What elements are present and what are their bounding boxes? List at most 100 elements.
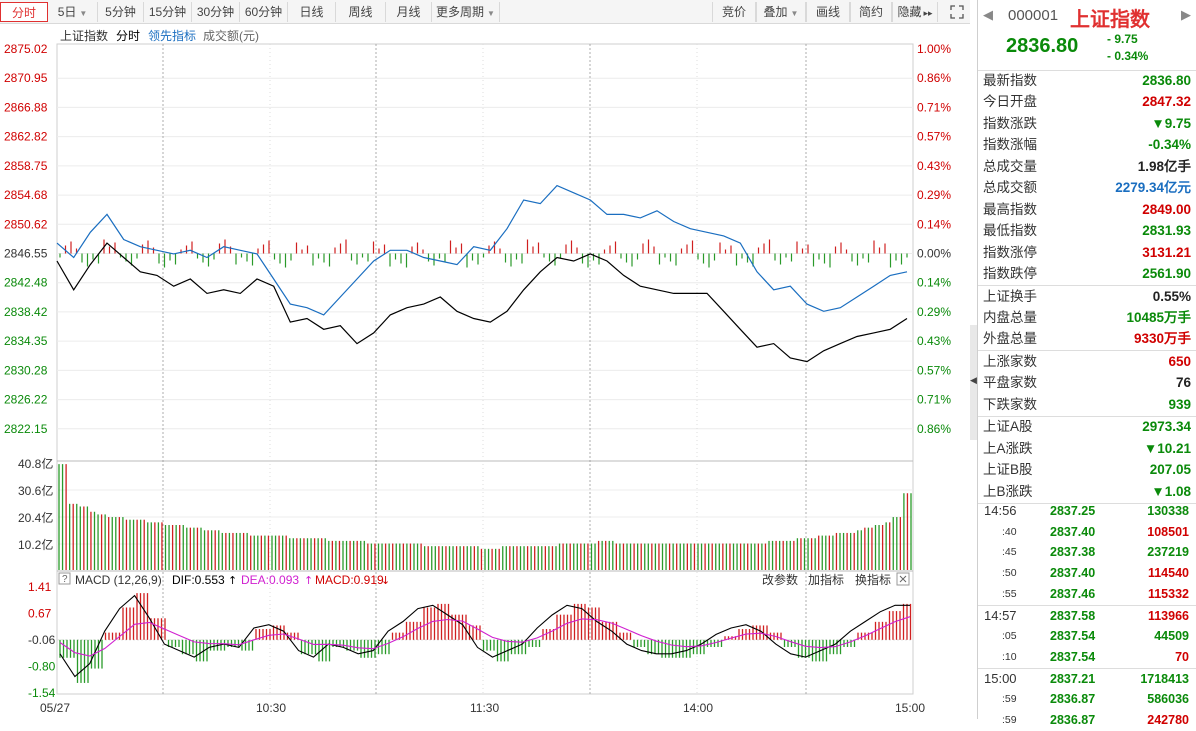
- macd-value: MACD:0.919: [315, 573, 384, 587]
- tool-button-label: 竞价: [721, 5, 746, 19]
- time-axis-label: 10:30: [256, 701, 286, 715]
- stat-label: 上证B股: [983, 462, 1033, 478]
- stat-label: 最新指数: [983, 73, 1037, 88]
- period-tab-1[interactable]: 5日 ▼: [48, 2, 98, 22]
- stat-label: 内盘总量: [983, 309, 1037, 325]
- stat-label: 指数涨跌: [983, 115, 1037, 131]
- price-tick-label: 2846.55: [4, 247, 48, 261]
- dif-up-arrow-icon: ↑: [228, 574, 237, 587]
- stat-value: 939: [1168, 396, 1191, 412]
- period-tab-7[interactable]: 周线: [336, 2, 386, 22]
- price-tick-label: 2850.62: [4, 217, 48, 231]
- tick-price: 2836.87: [1050, 692, 1096, 707]
- tick-row: :55 2837.46 115332: [978, 584, 1196, 605]
- tick-time: :59: [1002, 693, 1017, 706]
- divider: [978, 350, 1196, 352]
- price-tick-label: 2826.22: [4, 393, 48, 407]
- period-tab-5[interactable]: 60分钟: [240, 2, 288, 22]
- tick-row: :45 2837.38 237219: [978, 542, 1196, 563]
- intraday-chart[interactable]: 2875.02 1.00% 2870.95 0.86% 2866.88 0.71% 2862…: [0, 24, 970, 719]
- legend-fenshi: 分时: [116, 29, 140, 43]
- chart-area[interactable]: 2875.02 1.00% 2870.95 0.86% 2866.88 0.71% 2862…: [0, 24, 970, 719]
- period-tab-label: 30分钟: [196, 5, 235, 19]
- period-tab-9[interactable]: 更多周期 ▼: [432, 2, 500, 22]
- dropdown-caret-icon: ▼: [790, 9, 799, 18]
- price-tick-label: 2842.48: [4, 276, 48, 290]
- tool-button-0[interactable]: 竞价: [712, 2, 756, 22]
- tick-volume: 70: [1175, 649, 1189, 664]
- add-indicator-button[interactable]: 加指标: [808, 572, 844, 587]
- expand-icon: [950, 5, 964, 19]
- stat-row: 指数涨跌 ▼9.75: [978, 113, 1196, 134]
- dea-up-arrow-icon: ↑: [304, 574, 313, 587]
- volume-tick-label: 40.8亿: [18, 456, 53, 471]
- series-line-1: [56, 184, 908, 316]
- fullscreen-button[interactable]: [946, 2, 968, 22]
- tick-volume: 44509: [1154, 629, 1189, 644]
- period-tab-label: 日线: [299, 5, 324, 19]
- stat-label: 上证A股: [983, 419, 1033, 435]
- next-stock-arrow-icon[interactable]: ▶: [1181, 7, 1191, 22]
- period-tab-4[interactable]: 30分钟: [192, 2, 240, 22]
- pct-tick-label: 0.14%: [917, 276, 951, 290]
- stat-value: 0.55%: [1152, 288, 1191, 304]
- macd-tick-label: -0.80: [28, 659, 56, 673]
- stock-name: 上证指数: [1070, 9, 1150, 31]
- stat-value: 9330万手: [1133, 331, 1191, 347]
- macd-tick-label: -1.54: [28, 686, 56, 700]
- tool-button-label: 隐藏: [897, 5, 922, 19]
- macd-tick-label: -0.06: [28, 633, 56, 647]
- stat-label: 指数涨幅: [983, 137, 1037, 153]
- tool-button-1[interactable]: 叠加 ▼: [756, 2, 806, 22]
- stat-value: ▼10.21: [1143, 440, 1191, 456]
- help-box[interactable]: [58, 572, 71, 585]
- dropdown-caret-icon: ▼: [487, 9, 495, 18]
- period-tab-8[interactable]: 月线: [386, 2, 432, 22]
- stat-value: 207.05: [1149, 462, 1191, 478]
- prev-stock-arrow-icon[interactable]: ◀: [983, 7, 993, 22]
- tick-row: :50 2837.40 114540: [978, 563, 1196, 584]
- help-icon[interactable]: ?: [62, 574, 68, 585]
- tick-price: 2837.58: [1050, 608, 1096, 623]
- stat-value: 2279.34亿元: [1115, 180, 1191, 196]
- stat-row: 指数跌停 2561.90: [978, 263, 1196, 284]
- period-tab-2[interactable]: 5分钟: [98, 2, 144, 22]
- stat-label: 今日开盘: [983, 94, 1037, 110]
- legend-volume-label: 成交额(元): [203, 28, 259, 43]
- tool-button-4[interactable]: 隐藏 ▸▸: [892, 2, 938, 22]
- pct-tick-label: 1.00%: [917, 42, 951, 56]
- switch-indicator-button[interactable]: 换指标: [855, 572, 891, 587]
- collapse-arrow-icon[interactable]: ◀: [970, 375, 977, 385]
- close-icon: [899, 575, 907, 583]
- period-tab-0[interactable]: 分时: [0, 2, 48, 22]
- stat-row: 指数涨停 3131.21: [978, 242, 1196, 263]
- stat-label: 上A涨跌: [983, 440, 1033, 456]
- pct-tick-label: 0.43%: [917, 334, 951, 348]
- macd-tick-label: 1.41: [28, 580, 52, 594]
- volume-tick-label: 20.4亿: [18, 510, 53, 525]
- tool-button-2[interactable]: 画线: [806, 2, 850, 22]
- stat-value: 2849.00: [1142, 201, 1191, 217]
- stat-value: 2836.80: [1142, 73, 1191, 88]
- period-tab-label: 60分钟: [244, 5, 283, 19]
- price-tick-label: 2834.35: [4, 334, 48, 348]
- panel-collapse-handle[interactable]: ◀: [970, 325, 977, 440]
- period-tab-label: 周线: [348, 5, 373, 19]
- change-params-button[interactable]: 改参数: [762, 572, 798, 587]
- stat-label: 下跌家数: [983, 396, 1037, 412]
- tick-time: :50: [1002, 567, 1017, 580]
- stat-label: 指数跌停: [983, 266, 1037, 282]
- stat-label: 上证换手: [983, 288, 1037, 304]
- period-tab-6[interactable]: 日线: [288, 2, 336, 22]
- pct-tick-label: 0.29%: [917, 305, 951, 319]
- volume-tick-label: 30.6亿: [18, 483, 53, 498]
- period-tab-3[interactable]: 15分钟: [144, 2, 192, 22]
- series-line-0: [56, 242, 908, 363]
- divider: [978, 285, 1196, 286]
- stat-row: 总成交量 1.98亿手: [978, 156, 1196, 177]
- period-tab-label: 15分钟: [148, 5, 187, 19]
- tick-volume: 237219: [1147, 545, 1189, 560]
- tool-button-3[interactable]: 简约: [850, 2, 892, 22]
- period-tab-label: 月线: [396, 5, 421, 19]
- macd-dif-value: DIF:0.553: [172, 573, 225, 587]
